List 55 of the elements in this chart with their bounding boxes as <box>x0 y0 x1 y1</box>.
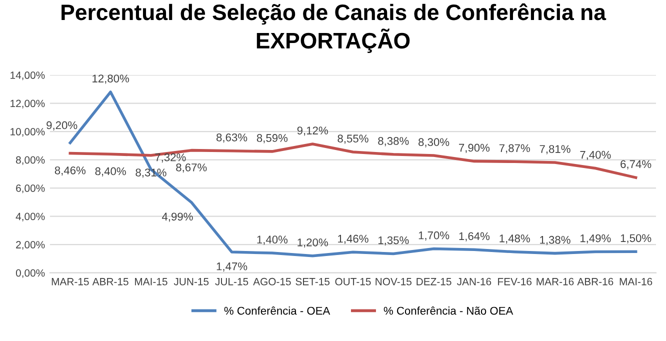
data-label: 1,50% <box>620 234 652 244</box>
y-tick-label: 8,00% <box>16 156 45 165</box>
data-label: 1,35% <box>378 236 409 246</box>
x-tick-label: MAI-15 <box>135 278 168 286</box>
legend-label: % Conferência - OEA <box>224 306 330 315</box>
x-tick-label: ABR-16 <box>577 278 614 286</box>
data-label: 8,40% <box>95 167 126 176</box>
x-tick-label: JAN-16 <box>456 278 492 286</box>
legend-label: % Conferência - Não OEA <box>384 306 514 315</box>
y-tick-label: 12,00% <box>10 100 45 108</box>
data-label: 1,40% <box>257 236 288 245</box>
data-label: 8,55% <box>338 134 368 144</box>
data-label: 1,48% <box>500 234 530 244</box>
data-label: 1,20% <box>298 238 328 248</box>
x-tick-label: JUL-15 <box>215 278 248 286</box>
x-tick-label: OUT-15 <box>335 278 371 286</box>
y-tick-label: 6,00% <box>16 184 45 194</box>
x-tick-label: AGO-15 <box>253 278 291 286</box>
x-tick-label: JUN-15 <box>174 278 209 286</box>
data-label: 6,74% <box>620 160 652 170</box>
data-label: 1,38% <box>540 236 570 246</box>
data-label: 4,99% <box>162 212 193 222</box>
data-label: 9,20% <box>46 121 78 130</box>
y-tick-label: 10,00% <box>10 128 45 137</box>
y-tick-label: 0,00% <box>16 269 45 278</box>
x-tick-label: DEZ-15 <box>416 278 452 286</box>
x-tick-label: MAR-15 <box>52 278 89 286</box>
chart-title: Percentual de Seleção de Canais de Conferência na EXPORTAÇÃO <box>62 3 606 53</box>
data-label: 1,46% <box>338 234 368 244</box>
data-label: 7,40% <box>580 150 611 160</box>
data-label: 7,90% <box>459 144 490 153</box>
data-label: 12,80% <box>92 74 130 84</box>
y-tick-label: 2,00% <box>16 241 45 250</box>
data-label: 8,46% <box>54 166 86 176</box>
data-label: 1,70% <box>418 231 450 241</box>
data-label: 7,32% <box>155 153 186 163</box>
x-tick-label: SET-15 <box>296 278 330 286</box>
data-label: 8,63% <box>216 133 248 143</box>
data-label: 7,81% <box>540 145 570 154</box>
data-label: 8,59% <box>256 134 288 144</box>
x-tick-label: ABR-15 <box>92 278 128 286</box>
y-tick-label: 14,00% <box>10 72 45 80</box>
data-label: 9,12% <box>297 126 328 136</box>
data-label: 8,38% <box>378 137 409 146</box>
x-tick-label: MAR-16 <box>536 278 574 286</box>
x-tick-label: FEV-16 <box>498 278 532 286</box>
y-tick-label: 4,00% <box>16 212 45 222</box>
x-tick-label: NOV-15 <box>376 278 412 286</box>
x-tick-label: MAI-16 <box>620 278 652 286</box>
data-label: 1,49% <box>580 234 611 244</box>
data-label: 1,47% <box>216 262 248 272</box>
data-label: 8,67% <box>176 163 207 173</box>
data-label: 8,30% <box>418 138 450 148</box>
data-label: 7,87% <box>499 144 530 154</box>
data-label: 1,64% <box>459 232 490 242</box>
